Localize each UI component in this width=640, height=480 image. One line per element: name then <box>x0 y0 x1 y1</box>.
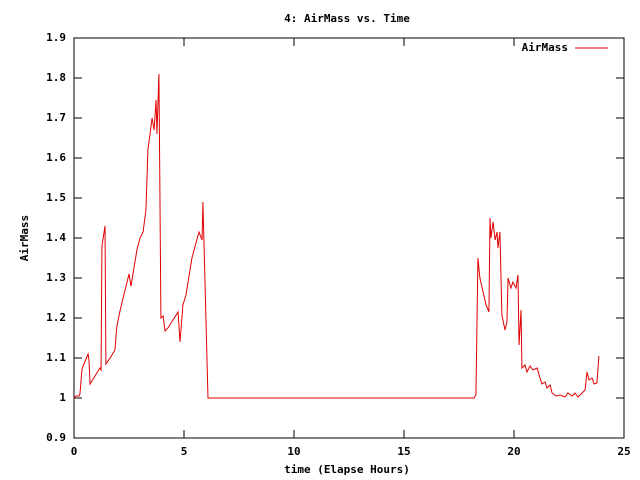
y-tick-label: 1.2 <box>46 311 66 324</box>
y-tick-label: 1.6 <box>46 151 66 164</box>
y-tick-label: 1.4 <box>46 231 66 244</box>
y-tick-label: 0.9 <box>46 431 66 444</box>
y-tick-label: 1.3 <box>46 271 66 284</box>
x-tick-label: 5 <box>181 445 188 458</box>
y-tick-label: 1.1 <box>46 351 66 364</box>
x-tick-label: 25 <box>617 445 630 458</box>
y-tick-label: 1.5 <box>46 191 66 204</box>
y-tick-label: 1 <box>59 391 66 404</box>
data-line <box>73 73 600 399</box>
y-tick-label: 1.7 <box>46 111 66 124</box>
y-tick-label: 1.9 <box>46 31 66 44</box>
x-tick-label: 10 <box>287 445 300 458</box>
y-tick-label: 1.8 <box>46 71 66 84</box>
y-axis-label: AirMass <box>18 215 31 261</box>
legend-label: AirMass <box>522 41 568 54</box>
x-tick-label: 15 <box>397 445 410 458</box>
x-tick-label: 20 <box>507 445 520 458</box>
x-tick-label: 0 <box>71 445 78 458</box>
x-axis-label: time (Elapse Hours) <box>284 463 410 476</box>
chart-title: 4: AirMass vs. Time <box>284 12 410 25</box>
